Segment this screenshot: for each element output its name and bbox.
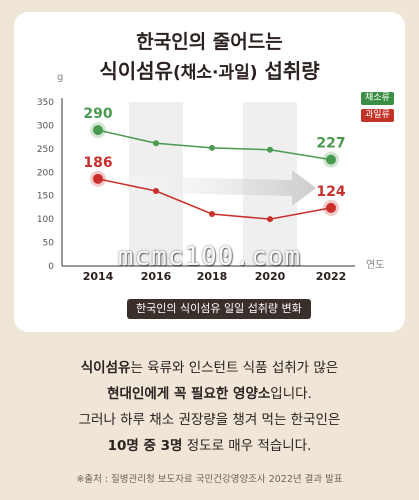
data-point <box>153 140 159 147</box>
trend-arrow-shape <box>112 170 316 206</box>
x-tick-label: 2020 <box>255 270 286 283</box>
data-point <box>267 146 273 153</box>
y-axis-unit: g <box>57 72 64 83</box>
data-labels: 290 227 186 124 <box>83 106 345 200</box>
title-tail: 섭취량 <box>257 59 320 83</box>
data-point <box>209 144 215 151</box>
body-line-3: 그러나 하루 채소 권장량을 챙겨 먹는 한국인은 <box>78 412 341 428</box>
data-point <box>326 202 336 213</box>
data-point <box>326 154 336 165</box>
y-ticks: 0 50 100 150 200 250 300 350 <box>37 98 54 272</box>
chart-title-line2: 식이섬유(채소·과일) 섭취량 <box>0 55 419 84</box>
data-label: 186 <box>83 155 112 171</box>
body-l4-bold: 10명 중 3명 <box>107 438 183 454</box>
chart-title-line1: 한국인의 줄어드는 <box>136 31 283 53</box>
body-l2-rest: 입니다. <box>270 386 312 402</box>
legend-fruits: 과일류 <box>361 109 394 122</box>
data-point <box>267 216 273 223</box>
body-line-1: 식이섬유는 육류와 인스턴트 식품 섭취가 많은 <box>0 355 419 381</box>
x-tick-label: 2022 <box>316 270 347 283</box>
chart-card <box>14 12 405 332</box>
data-label: 124 <box>316 184 345 200</box>
x-tick-label: 2018 <box>197 270 228 283</box>
x-tick-label: 2016 <box>141 270 172 283</box>
y-tick-label: 0 <box>48 262 54 272</box>
axes: 연도 <box>61 98 384 271</box>
data-point <box>209 210 215 217</box>
chart-caption: 한국인의 식이섬유 일일 섭취량 변화 <box>127 299 311 319</box>
y-tick-label: 250 <box>37 145 54 155</box>
y-tick-label: 350 <box>37 98 54 108</box>
x-ticks: 2014 2016 2018 2020 2022 <box>83 270 347 283</box>
title-main: 식이섬유 <box>99 59 173 83</box>
data-point <box>93 125 103 136</box>
x-axis-label: 연도 <box>366 259 384 271</box>
series-points <box>90 122 339 223</box>
legend-vegetables: 채소류 <box>361 92 394 105</box>
x-tick-label: 2014 <box>83 270 114 283</box>
trend-arrow <box>112 170 316 206</box>
body-l2-bold: 현대인에게 꼭 필요한 영양소 <box>107 386 271 402</box>
y-tick-label: 150 <box>37 192 54 202</box>
body-l1-rest: 는 육류와 인스턴트 식품 섭취가 많은 <box>130 360 339 376</box>
data-point <box>93 173 103 184</box>
source-note: ※출처 : 질병관리청 보도자료 국민건강영양조사 2022년 결과 발표 <box>76 474 343 485</box>
y-tick-label: 200 <box>37 168 54 178</box>
y-tick-label: 300 <box>37 121 54 131</box>
body-line-2: 현대인에게 꼭 필요한 영양소입니다. <box>0 381 419 407</box>
y-tick-label: 50 <box>43 239 55 249</box>
title-paren: (채소·과일) <box>172 63 258 83</box>
body-l1-bold: 식이섬유 <box>80 360 131 376</box>
data-point <box>153 188 159 195</box>
data-label: 227 <box>316 136 345 152</box>
watermark: mcmc100.com <box>117 242 302 272</box>
body-line-4: 10명 중 3명 정도로 매우 적습니다. <box>0 433 419 459</box>
body-l4-rest: 정도로 매우 적습니다. <box>182 438 312 454</box>
y-tick-label: 100 <box>37 215 54 225</box>
data-label: 290 <box>83 106 112 122</box>
